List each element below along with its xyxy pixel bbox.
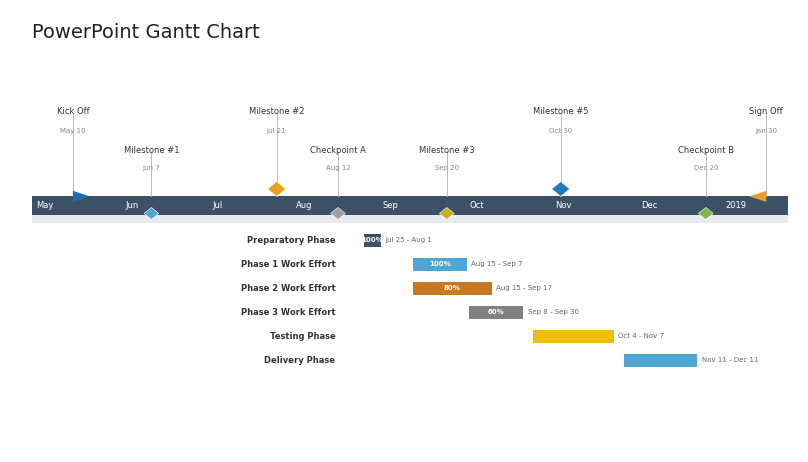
Text: Dec: Dec (642, 201, 658, 210)
Polygon shape (267, 182, 286, 196)
Bar (413, 282, 491, 295)
Bar (364, 234, 381, 247)
Text: Kick Off: Kick Off (57, 107, 89, 116)
Text: Oct 30: Oct 30 (549, 128, 572, 134)
Text: Phase 1 Work Effort: Phase 1 Work Effort (241, 260, 335, 269)
Text: Delivery Phase: Delivery Phase (264, 356, 335, 365)
Text: Testing Phase: Testing Phase (270, 332, 335, 341)
Polygon shape (552, 182, 570, 196)
Text: Milestone #1: Milestone #1 (124, 146, 179, 155)
Polygon shape (749, 191, 766, 202)
Text: May 10: May 10 (60, 128, 86, 134)
Polygon shape (144, 207, 159, 219)
Text: Milestone #2: Milestone #2 (249, 107, 305, 116)
Text: Jul 25 - Aug 1: Jul 25 - Aug 1 (385, 237, 432, 243)
Polygon shape (698, 207, 713, 219)
Bar (532, 330, 613, 343)
Text: Milestone #3: Milestone #3 (419, 146, 474, 155)
Text: Dec 20: Dec 20 (693, 165, 718, 171)
Text: Aug: Aug (296, 201, 313, 210)
Text: Phase 2 Work Effort: Phase 2 Work Effort (241, 284, 335, 293)
Polygon shape (73, 191, 90, 202)
Text: PowerPoint Gantt Chart: PowerPoint Gantt Chart (32, 23, 260, 42)
Text: Preparatory Phase: Preparatory Phase (246, 236, 335, 245)
Bar (32, 215, 788, 223)
Text: Aug 12: Aug 12 (326, 165, 351, 171)
Bar (32, 196, 788, 215)
Text: Nov 11 - Dec 11: Nov 11 - Dec 11 (702, 358, 759, 363)
Bar (624, 354, 697, 367)
Text: Nov: Nov (555, 201, 571, 210)
Text: Aug 15 - Sep 17: Aug 15 - Sep 17 (496, 286, 553, 291)
Text: Checkpoint B: Checkpoint B (678, 146, 734, 155)
Polygon shape (330, 207, 345, 219)
Text: Checkpoint A: Checkpoint A (310, 146, 366, 155)
Text: 100%: 100% (361, 237, 383, 243)
Text: Sep 8 - Sep 30: Sep 8 - Sep 30 (528, 310, 579, 315)
Text: May: May (36, 201, 54, 210)
Text: Jul 21: Jul 21 (267, 128, 287, 134)
Text: Jun: Jun (125, 201, 138, 210)
Text: Jan 30: Jan 30 (755, 128, 777, 134)
Bar (469, 306, 523, 319)
Text: Sign Off: Sign Off (749, 107, 783, 116)
Text: 80%: 80% (444, 286, 461, 291)
Text: Jul: Jul (213, 201, 223, 210)
Text: Sep: Sep (383, 201, 398, 210)
Text: Oct: Oct (469, 201, 484, 210)
Text: Aug 15 - Sep 7: Aug 15 - Sep 7 (471, 261, 523, 267)
Text: Sep 20: Sep 20 (435, 165, 459, 171)
Text: 60%: 60% (488, 310, 505, 315)
Text: Oct 4 - Nov 7: Oct 4 - Nov 7 (618, 334, 664, 339)
Text: Phase 3 Work Effort: Phase 3 Work Effort (241, 308, 335, 317)
Text: 100%: 100% (429, 261, 451, 267)
Bar (413, 258, 466, 271)
Polygon shape (440, 207, 454, 219)
Text: 2019: 2019 (726, 201, 747, 210)
Text: Milestone #5: Milestone #5 (533, 107, 588, 116)
Text: Jun 7: Jun 7 (142, 165, 160, 171)
